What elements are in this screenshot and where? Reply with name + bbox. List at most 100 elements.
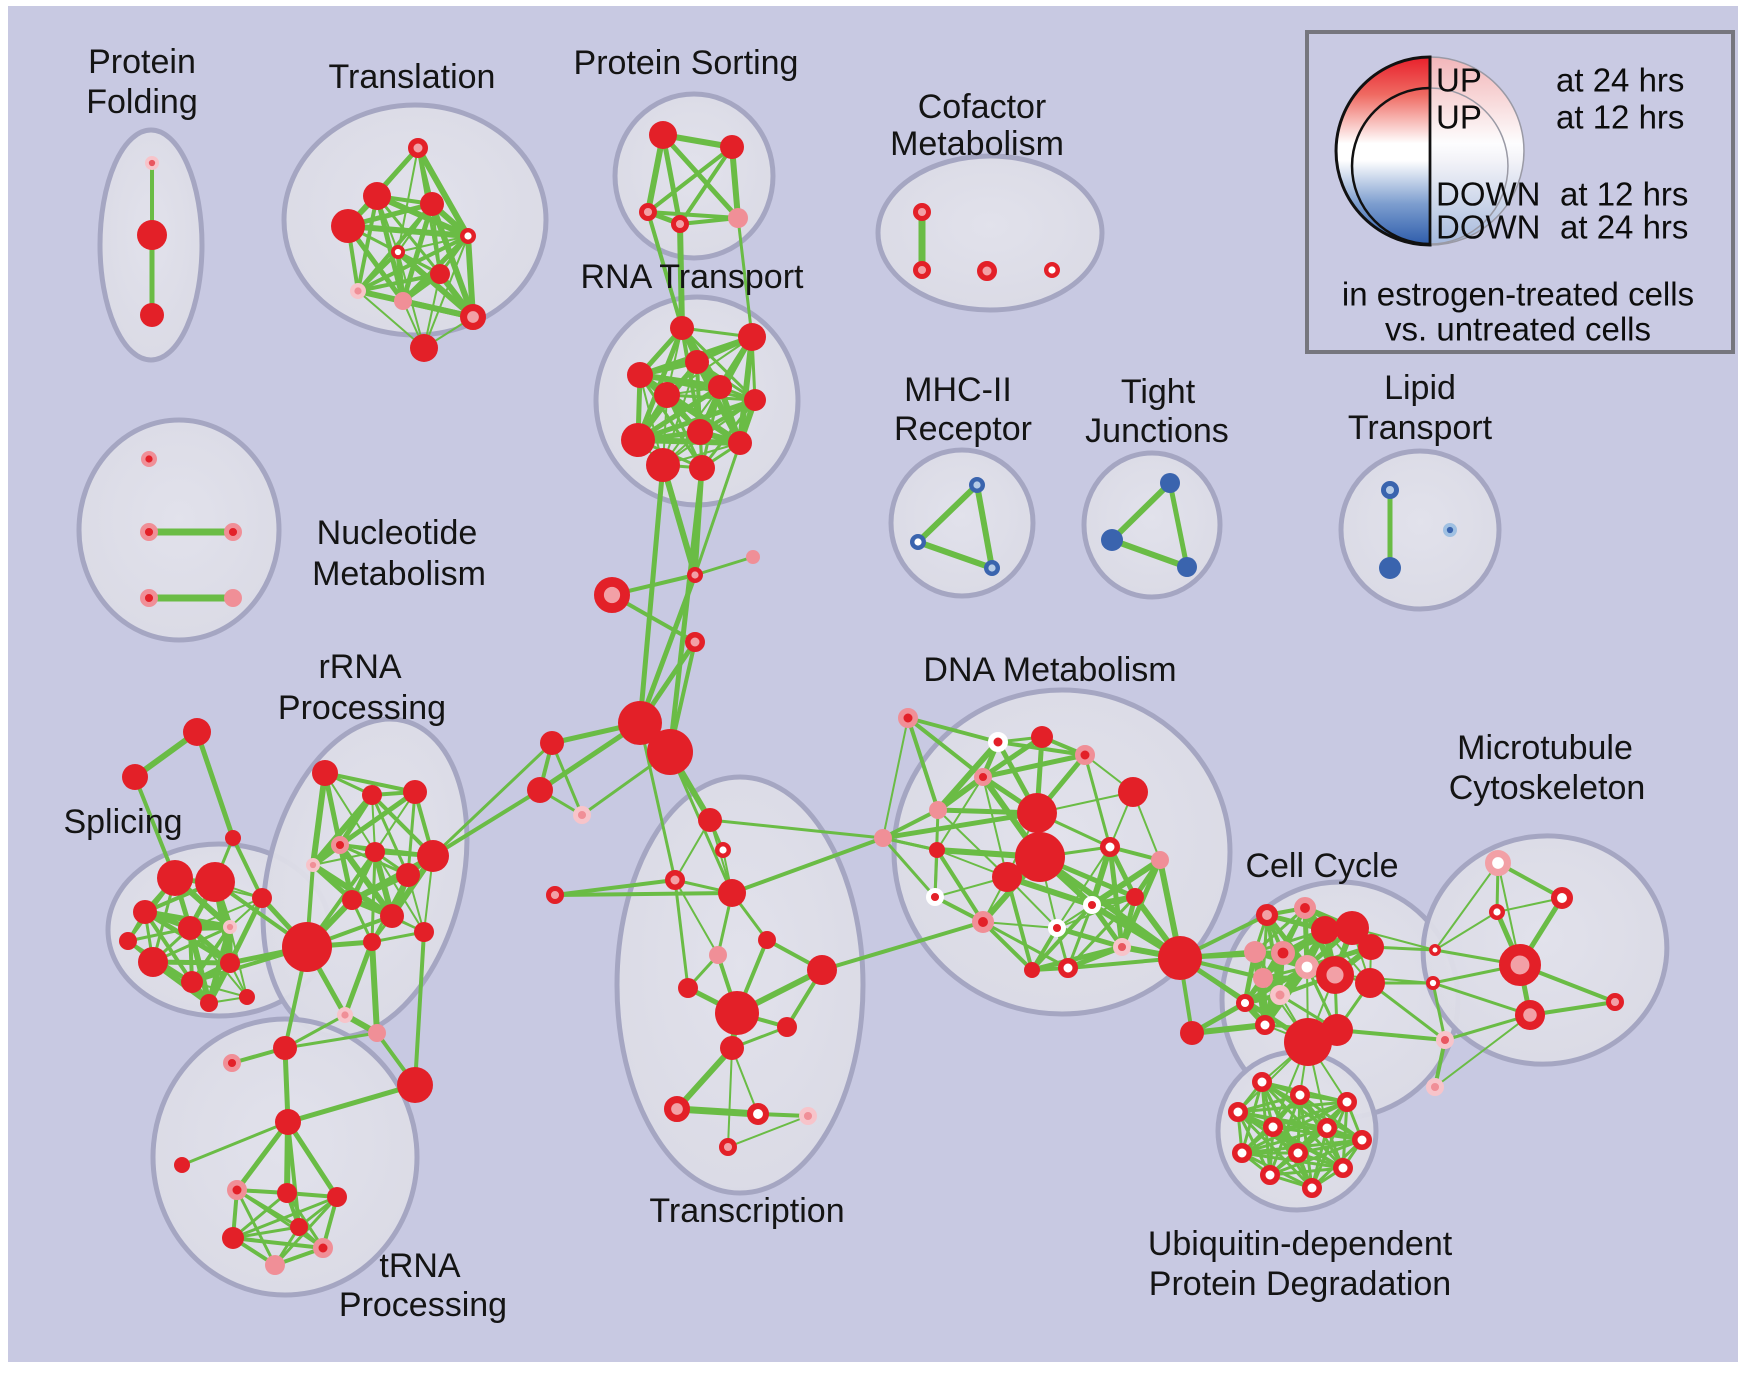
cluster-label-lipid-transport-line1: Lipid (1384, 369, 1456, 407)
network-node-transcription (747, 1103, 770, 1126)
network-node-rrna-processing (380, 904, 404, 928)
network-node-dna-metabolism (925, 887, 944, 906)
network-node-lipid-transport (1379, 557, 1401, 579)
cluster-bubble-mhc-ii-receptor (888, 447, 1036, 599)
network-node-splicing (178, 916, 202, 940)
network-node-cell-cycle (1256, 904, 1279, 927)
network-node-connector (618, 701, 662, 745)
network-node-transcription (798, 1106, 817, 1125)
legend-up-12-time: at 12 hrs (1556, 99, 1684, 136)
network-edge (915, 539, 995, 571)
network-edge (231, 1191, 289, 1240)
network-node-rrna-processing (331, 835, 350, 854)
network-node-connector (594, 577, 631, 614)
network-node-cell-cycle (1284, 1018, 1332, 1066)
cluster-label-nucleotide-metabolism-line1: Nucleotide (317, 514, 478, 552)
network-edge (413, 930, 426, 1087)
cluster-label-tight-junctions-line2: Junctions (1085, 412, 1229, 450)
network-node-trna-processing (327, 1187, 347, 1207)
network-node-ubiquitin-degradation (1337, 1092, 1357, 1112)
network-edge (1335, 1028, 1447, 1042)
network-node-cell-cycle (1295, 954, 1320, 979)
network-edge (370, 850, 377, 944)
network-node-ubiquitin-degradation (1290, 1085, 1310, 1105)
cluster-label-ubiquitin-degradation-line2: Protein Degradation (1149, 1265, 1451, 1303)
network-edge (1167, 480, 1190, 570)
network-node-cofactor-metabolism (977, 261, 997, 281)
network-edge (678, 145, 734, 226)
network-edge (660, 132, 741, 221)
network-node-cell-cycle (1294, 897, 1317, 920)
network-edge (1109, 537, 1190, 570)
network-edge (700, 398, 757, 470)
network-node-cell-cycle (1358, 934, 1384, 960)
cluster-label-protein-folding-line1: Protein (88, 43, 196, 81)
network-edge (285, 1119, 340, 1200)
network-node-tight-junctions (1101, 529, 1123, 551)
network-edge (882, 717, 909, 839)
network-edge (231, 836, 264, 900)
cluster-label-lipid-transport-line2: Transport (1348, 409, 1493, 447)
network-edge (357, 290, 425, 349)
network-edge (727, 1047, 733, 1148)
network-edge (342, 939, 375, 1018)
network-node-cell-cycle (1271, 940, 1296, 965)
network-edge (235, 1188, 325, 1250)
network-node-microtubule-cytoskeleton (1425, 1077, 1444, 1096)
network-node-translation (460, 304, 487, 331)
network-edge (980, 752, 1088, 780)
network-node-transcription (715, 991, 759, 1035)
network-node-transcription (678, 978, 698, 998)
network-node-translation (363, 182, 391, 210)
legend-down-12-label: DOWN (1436, 176, 1540, 213)
network-edge (1107, 844, 1125, 950)
network-node-rrna-processing (312, 760, 338, 786)
network-edge (935, 848, 985, 924)
network-node-cell-cycle (1235, 993, 1254, 1012)
network-edge (1089, 857, 1163, 908)
network-node-transcription (715, 842, 732, 859)
network-edge (638, 721, 677, 882)
network-edge (936, 776, 984, 851)
network-node-connector (122, 764, 148, 790)
network-node-splicing (181, 971, 203, 993)
network-edge (637, 462, 666, 726)
network-node-ubiquitin-degradation (1228, 1102, 1248, 1122)
network-node-translation (390, 245, 405, 260)
network-edge (667, 465, 705, 755)
network-node-ubiquitin-degradation (1252, 1072, 1272, 1092)
network-edge (646, 210, 740, 220)
network-edge (674, 1045, 735, 1112)
network-edge (673, 878, 690, 990)
network-edge (730, 836, 885, 895)
network-edge (234, 1119, 291, 1193)
network-node-protein-sorting (670, 215, 689, 234)
network-edge (189, 897, 263, 929)
network-edge (285, 1082, 418, 1125)
network-node-dna-metabolism (1075, 745, 1095, 765)
network-node-rna-transport (670, 316, 694, 340)
network-node-connector (527, 777, 553, 803)
network-node-splicing (252, 888, 272, 908)
network-edge (906, 716, 1000, 744)
network-edge (553, 891, 734, 897)
network-node-lipid-transport (1443, 522, 1458, 537)
cluster-label-cofactor-metabolism-line2: Metabolism (890, 125, 1064, 163)
network-edge (194, 729, 236, 841)
network-node-rna-transport (685, 350, 709, 374)
network-node-rna-transport (646, 448, 680, 482)
network-node-rna-transport (687, 419, 713, 445)
network-node-cell-cycle (1355, 968, 1385, 998)
network-node-dna-metabolism (1112, 937, 1131, 956)
legend-up-24-time: at 24 hrs (1556, 62, 1684, 99)
network-node-cell-cycle (1253, 968, 1273, 988)
network-edge (677, 221, 685, 331)
cluster-label-trna-processing-line1: tRNA (379, 1247, 461, 1285)
network-edge (133, 775, 177, 880)
network-node-splicing (157, 860, 193, 896)
network-edge (982, 776, 1008, 878)
network-edge (374, 791, 416, 853)
network-node-mhc-ii-receptor (910, 534, 927, 551)
network-node-cell-cycle (1311, 916, 1339, 944)
network-node-rrna-processing (365, 842, 385, 862)
